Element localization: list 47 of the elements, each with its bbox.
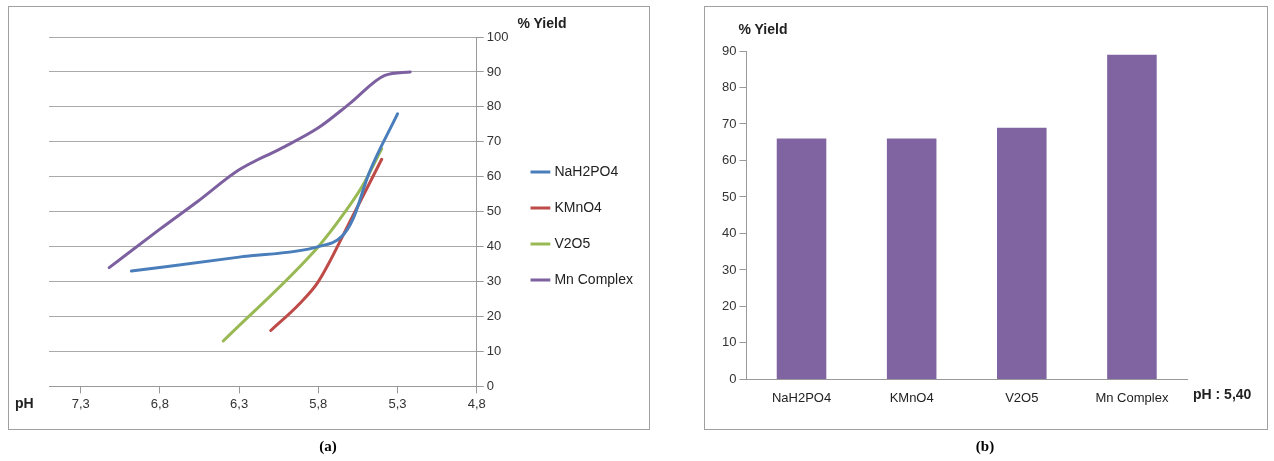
y-tick-label: 20: [486, 308, 502, 324]
y-tick-label: 50: [486, 203, 502, 219]
y-tick-label: 40: [486, 238, 502, 254]
bar: [886, 138, 937, 379]
x-tick-label: V2O5: [1005, 389, 1039, 405]
y-tick-label: 40: [721, 225, 737, 241]
x-tick-label: NaH2PO4: [771, 389, 832, 405]
bar: [776, 138, 827, 379]
legend-label: Mn Complex: [554, 270, 634, 287]
x-tick-label: Mn Complex: [1095, 389, 1169, 405]
text: (b): [974, 438, 996, 455]
legend-label: NaH2PO4: [554, 162, 619, 179]
y-tick-label: 60: [721, 152, 737, 168]
y-tick-label: 90: [721, 42, 737, 58]
y-tick-label: 100: [486, 28, 509, 44]
x-tick-label: KMnO4: [889, 389, 934, 405]
bar: [997, 127, 1047, 379]
text: (a): [318, 438, 338, 455]
x-tick-label: 7,3: [71, 395, 90, 411]
x-tick-label: 5,8: [309, 395, 328, 411]
y-axis-title: % Yield: [738, 20, 788, 37]
x-axis-title: pH : 5,40: [1193, 386, 1252, 403]
x-tick-label: 4,8: [467, 395, 486, 411]
y-tick-label: 70: [721, 115, 737, 131]
y-tick-label: 80: [721, 79, 737, 95]
line-series: [107, 70, 412, 270]
x-tick-label: 6,8: [150, 395, 169, 411]
y-axis-title: % Yield: [517, 14, 567, 31]
legend-label: V2O5: [554, 234, 591, 251]
legend-label: KMnO4: [554, 198, 603, 215]
y-tick-label: 80: [486, 98, 502, 114]
y-tick-label: 70: [486, 133, 502, 149]
y-tick-label: 0: [486, 377, 494, 393]
y-tick-label: 30: [486, 273, 502, 289]
x-axis-title: pH: [15, 395, 34, 412]
y-tick-label: 30: [721, 261, 737, 277]
y-tick-label: 20: [721, 298, 737, 313]
y-tick-label: 0: [729, 370, 737, 386]
x-tick-label: 6,3: [230, 395, 249, 411]
line-series: [129, 112, 400, 273]
y-tick-label: 90: [486, 63, 502, 79]
y-tick-label: 10: [721, 334, 737, 350]
y-tick-label: 60: [486, 168, 502, 184]
y-tick-label: 10: [486, 343, 502, 359]
y-tick-label: 50: [721, 188, 737, 204]
bar: [1107, 54, 1157, 379]
x-tick-label: 5,3: [388, 395, 407, 411]
